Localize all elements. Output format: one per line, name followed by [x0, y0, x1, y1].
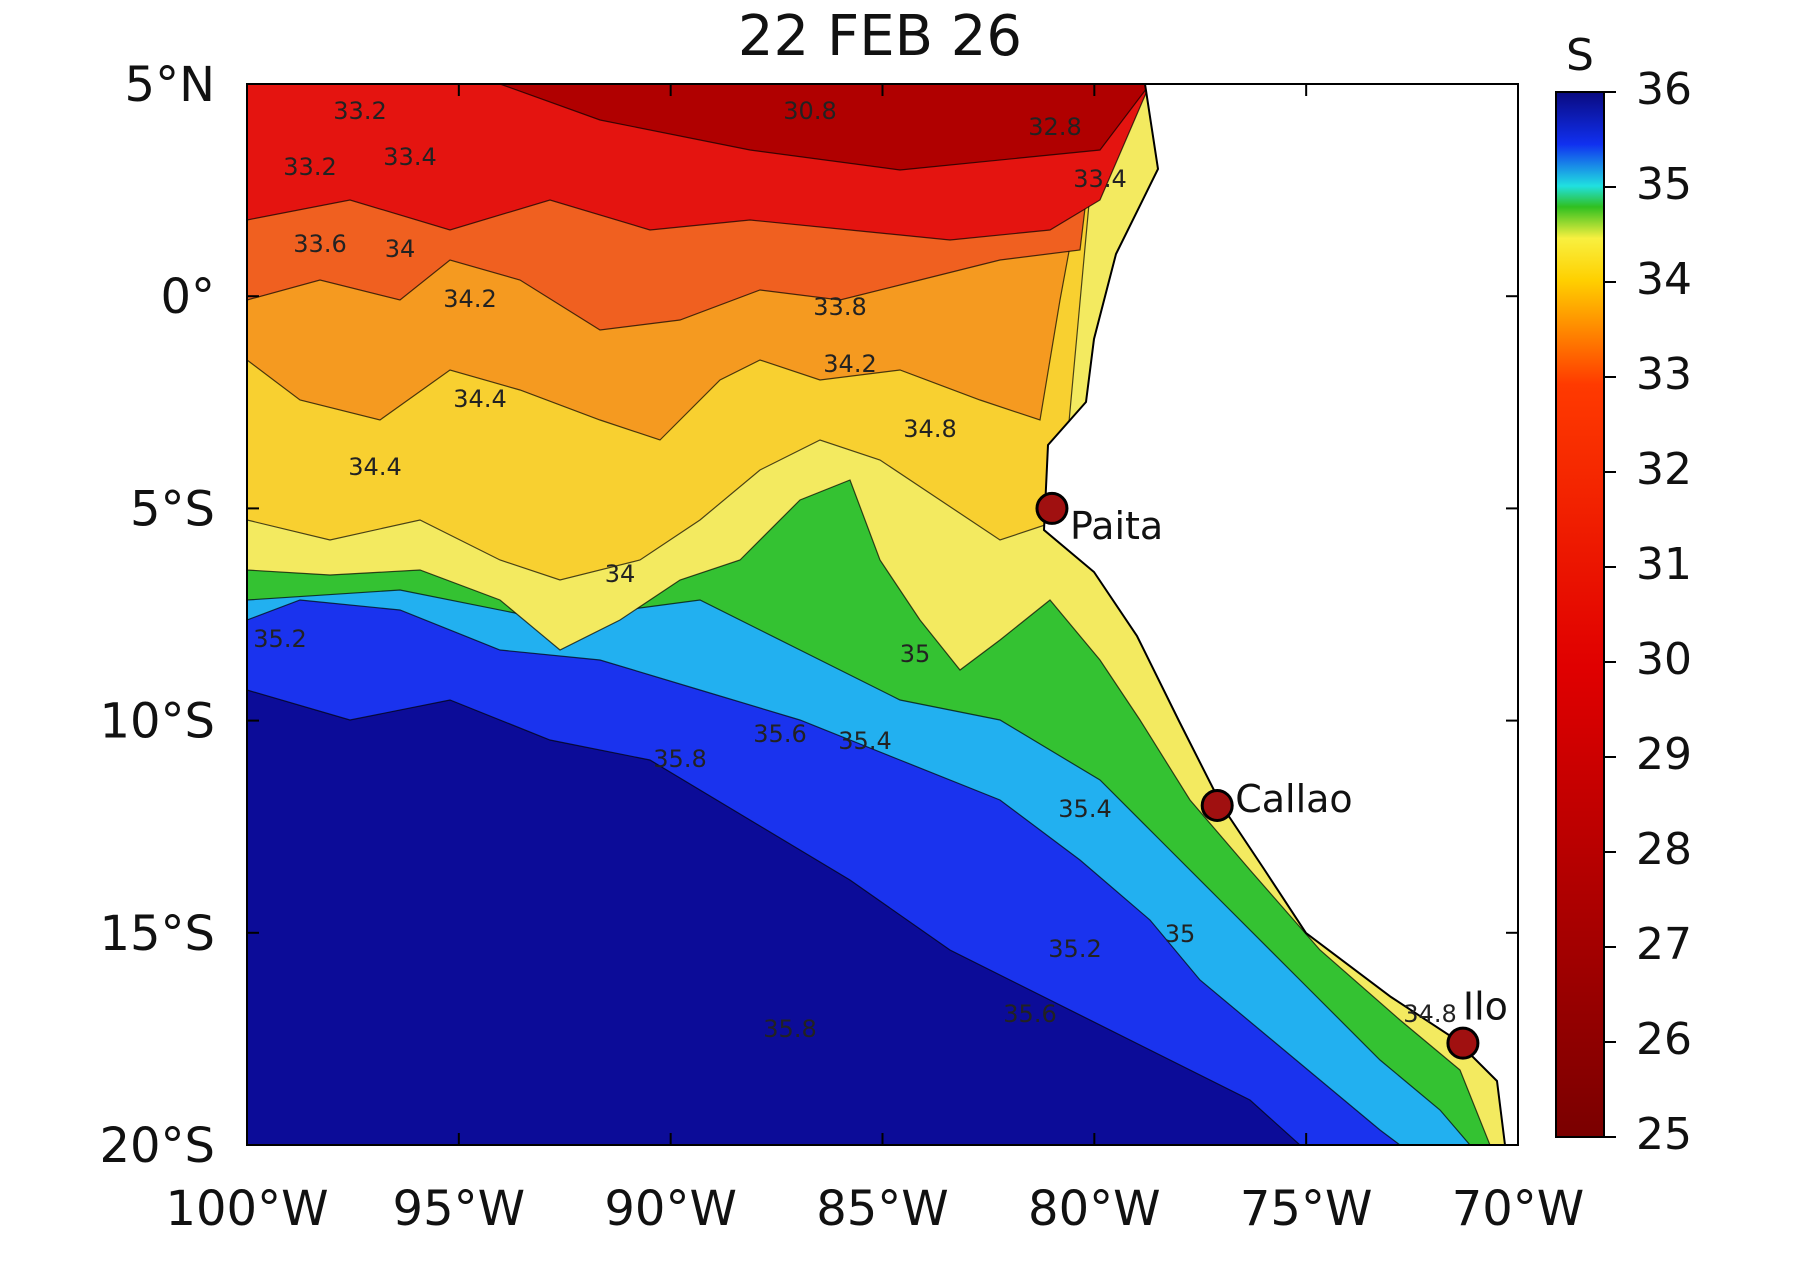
contour-label: 33.4: [1073, 165, 1126, 193]
colorbar-tick-label: 29: [1636, 729, 1692, 780]
colorbar-tick-label: 34: [1636, 254, 1692, 305]
lat-tick-label: 5°N: [125, 57, 215, 113]
colorbar-tick-label: 32: [1636, 444, 1692, 495]
contour-label: 35.6: [753, 720, 806, 748]
contour-label: 35.8: [763, 1015, 816, 1043]
colorbar-tick-label: 28: [1636, 824, 1692, 875]
lat-tick-label: 15°S: [99, 906, 215, 962]
colorbar-tick-label: 30: [1636, 634, 1692, 685]
contour-label: 33.4: [383, 143, 436, 171]
colorbar-tick-label: 33: [1636, 349, 1692, 400]
port-marker: [1446, 1026, 1480, 1060]
contour-labels: 33.2 33.2 33.4 33.6 34 34.2 34.4 33.8 34.2 34.8 34…: [253, 97, 1456, 1043]
contour-label: 35.4: [1058, 795, 1111, 823]
lon-tick-label: 85°W: [816, 1181, 949, 1237]
lon-tick-label: 75°W: [1240, 1181, 1373, 1237]
contour-label: 35: [900, 640, 931, 668]
colorbar-tick-label: 35: [1636, 159, 1692, 210]
contour-label: 33.8: [813, 293, 866, 321]
contour-label: 35.2: [1048, 935, 1101, 963]
contour-label: 35: [1165, 920, 1196, 948]
port-label: Ilo: [1463, 985, 1508, 1029]
contour-label: 34: [605, 560, 636, 588]
map-title: 22 FEB 26: [738, 4, 1022, 69]
lat-tick-label: 0°: [160, 269, 215, 325]
colorbar-tick-label: 31: [1636, 539, 1692, 590]
colorbar-tick-label: 26: [1636, 1014, 1692, 1065]
contour-label: 34.8: [1403, 1000, 1456, 1028]
colorbar-label: S: [1566, 30, 1594, 81]
lon-tick-label: 100°W: [165, 1181, 328, 1237]
lat-tick-label: 5°S: [130, 481, 215, 537]
contour-label: 35.4: [838, 727, 891, 755]
contour-label: 34.2: [823, 350, 876, 378]
contour-label: 34.8: [903, 415, 956, 443]
lon-tick-label: 70°W: [1452, 1181, 1585, 1237]
lon-tick-label: 80°W: [1028, 1181, 1161, 1237]
contour-label: 35.6: [1003, 1000, 1056, 1028]
contour-label: 34: [385, 235, 416, 263]
contour-label: 32.8: [1028, 113, 1081, 141]
contour-label: 35.2: [253, 625, 306, 653]
contour-label: 33.2: [283, 153, 336, 181]
colorbar-tick-label: 25: [1636, 1109, 1692, 1160]
colorbar-tick-label: 36: [1636, 64, 1692, 115]
contour-label: 34.4: [453, 385, 506, 413]
colorbar: [1555, 91, 1605, 1138]
contour-label: 34.2: [443, 285, 496, 313]
colorbar-tick-label: 27: [1636, 919, 1692, 970]
port-label: Callao: [1235, 777, 1352, 821]
lon-tick-label: 90°W: [604, 1181, 737, 1237]
lat-tick-label: 20°S: [99, 1118, 215, 1174]
contour-label: 35.8: [653, 745, 706, 773]
contour-label: 30.8: [783, 97, 836, 125]
lat-tick-label: 10°S: [99, 694, 215, 750]
contour-label: 33.6: [293, 230, 346, 258]
salinity-field: [247, 84, 1518, 1145]
port-label: Paita: [1070, 504, 1163, 548]
contour-label: 33.2: [333, 97, 386, 125]
contour-label: 34.4: [348, 453, 401, 481]
port-marker: [1200, 788, 1234, 822]
lon-tick-label: 95°W: [393, 1181, 526, 1237]
port-marker: [1035, 491, 1069, 525]
